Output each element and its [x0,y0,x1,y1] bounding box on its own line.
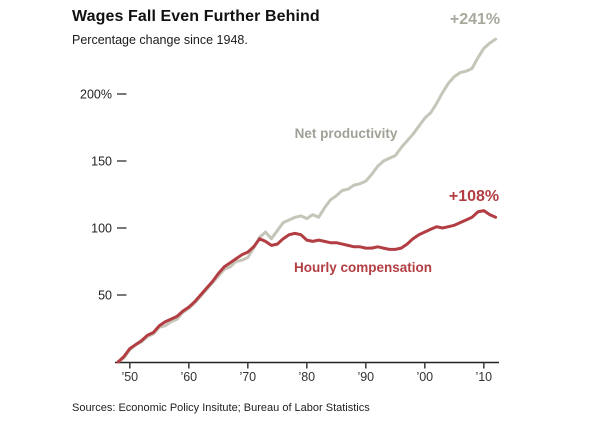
y-axis-ticks: 50 100 150 200% [80,88,127,303]
productivity-end-value-label: +241% [449,11,501,28]
y-tick-label: 50 [98,289,112,303]
x-tick-label: ’80 [298,370,315,384]
sources-note: Sources: Economic Policy Insitute; Burea… [72,402,370,414]
chart-title: Wages Fall Even Further Behind [72,8,320,25]
x-tick-label: ’60 [180,370,197,384]
chart-subtitle: Percentage change since 1948. [72,33,248,47]
y-tick-label: 200% [80,88,112,102]
compensation-series-label: Hourly compensation [293,260,433,275]
x-tick-label: ’00 [416,370,433,384]
series-lines [116,37,498,364]
x-tick-label: ’70 [239,370,256,384]
x-tick-label: ’50 [121,370,138,384]
productivity-series-label: Net productivity [294,126,398,141]
compensation-end-value-label: +108% [448,188,500,205]
hourly-compensation-line [116,209,498,364]
y-tick-label: 150 [91,155,112,169]
y-tick-label: 100 [91,222,112,236]
x-tick-label: ’10 [475,370,492,384]
x-axis-ticks: ’50 ’60 ’70 ’80 ’90 ’00 ’10 [121,362,492,384]
x-tick-label: ’90 [357,370,374,384]
